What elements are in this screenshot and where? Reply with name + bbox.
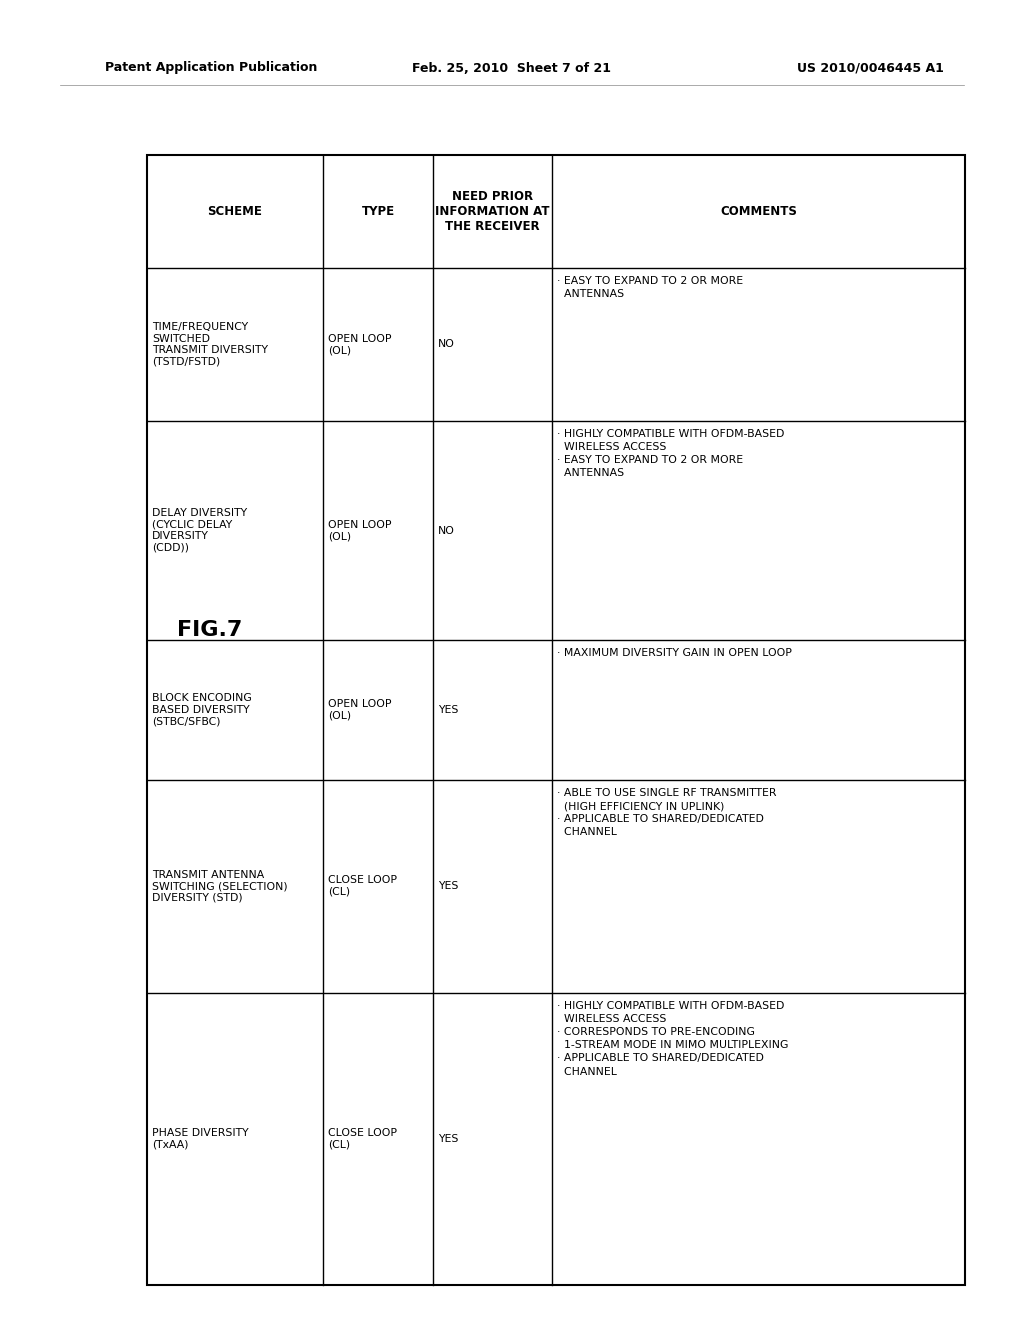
Text: YES: YES — [438, 705, 459, 715]
Text: OPEN LOOP
(OL): OPEN LOOP (OL) — [328, 334, 391, 355]
Text: CLOSE LOOP
(CL): CLOSE LOOP (CL) — [328, 1129, 397, 1150]
Text: · HIGHLY COMPATIBLE WITH OFDM-BASED
  WIRELESS ACCESS
· CORRESPONDS TO PRE-ENCOD: · HIGHLY COMPATIBLE WITH OFDM-BASED WIRE… — [557, 1001, 788, 1077]
Text: TRANSMIT ANTENNA
SWITCHING (SELECTION)
DIVERSITY (STD): TRANSMIT ANTENNA SWITCHING (SELECTION) D… — [152, 870, 288, 903]
Text: YES: YES — [438, 1134, 459, 1143]
Text: DELAY DIVERSITY
(CYCLIC DELAY
DIVERSITY
(CDD)): DELAY DIVERSITY (CYCLIC DELAY DIVERSITY … — [152, 508, 247, 553]
Text: COMMENTS: COMMENTS — [720, 205, 797, 218]
Text: BLOCK ENCODING
BASED DIVERSITY
(STBC/SFBC): BLOCK ENCODING BASED DIVERSITY (STBC/SFB… — [152, 693, 252, 726]
Text: TIME/FREQUENCY
SWITCHED
TRANSMIT DIVERSITY
(TSTD/FSTD): TIME/FREQUENCY SWITCHED TRANSMIT DIVERSI… — [152, 322, 268, 367]
Text: Feb. 25, 2010  Sheet 7 of 21: Feb. 25, 2010 Sheet 7 of 21 — [413, 62, 611, 74]
Text: SCHEME: SCHEME — [208, 205, 262, 218]
Text: · MAXIMUM DIVERSITY GAIN IN OPEN LOOP: · MAXIMUM DIVERSITY GAIN IN OPEN LOOP — [557, 648, 792, 659]
Text: · ABLE TO USE SINGLE RF TRANSMITTER
  (HIGH EFFICIENCY IN UPLINK)
· APPLICABLE T: · ABLE TO USE SINGLE RF TRANSMITTER (HIG… — [557, 788, 776, 837]
Text: NEED PRIOR
INFORMATION AT
THE RECEIVER: NEED PRIOR INFORMATION AT THE RECEIVER — [435, 190, 550, 234]
Text: PHASE DIVERSITY
(TxAA): PHASE DIVERSITY (TxAA) — [152, 1129, 249, 1150]
Text: TYPE: TYPE — [361, 205, 394, 218]
Text: FIG.7: FIG.7 — [177, 620, 243, 640]
Text: YES: YES — [438, 882, 459, 891]
Text: · EASY TO EXPAND TO 2 OR MORE
  ANTENNAS: · EASY TO EXPAND TO 2 OR MORE ANTENNAS — [557, 276, 743, 300]
Text: CLOSE LOOP
(CL): CLOSE LOOP (CL) — [328, 875, 397, 898]
Bar — [147, 154, 965, 1284]
Text: Patent Application Publication: Patent Application Publication — [105, 62, 317, 74]
Text: US 2010/0046445 A1: US 2010/0046445 A1 — [797, 62, 944, 74]
Text: NO: NO — [438, 525, 456, 536]
Text: · HIGHLY COMPATIBLE WITH OFDM-BASED
  WIRELESS ACCESS
· EASY TO EXPAND TO 2 OR M: · HIGHLY COMPATIBLE WITH OFDM-BASED WIRE… — [557, 429, 784, 478]
Text: NO: NO — [438, 339, 456, 350]
Text: OPEN LOOP
(OL): OPEN LOOP (OL) — [328, 700, 391, 721]
Text: OPEN LOOP
(OL): OPEN LOOP (OL) — [328, 520, 391, 541]
